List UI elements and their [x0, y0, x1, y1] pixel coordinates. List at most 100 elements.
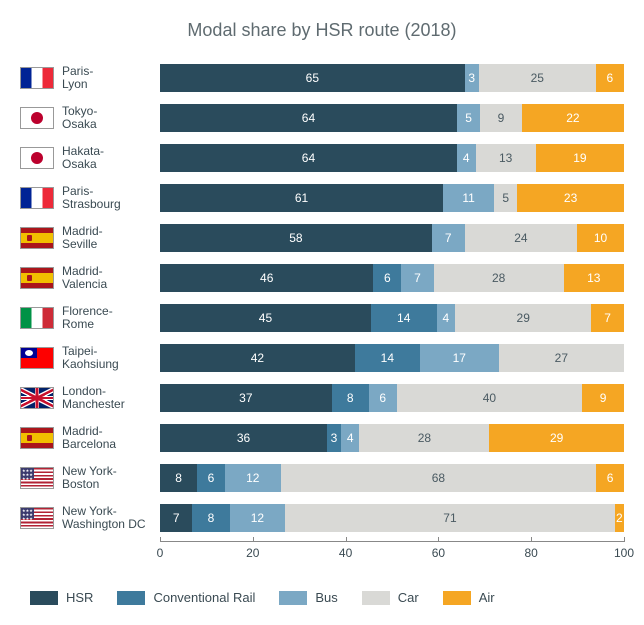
x-axis: 020406080100 — [160, 541, 624, 572]
bar-segment-car: 9 — [480, 104, 522, 132]
route-name: Madrid- Seville — [62, 225, 103, 251]
bar-segment-car: 71 — [285, 504, 614, 532]
flag-icon — [20, 347, 54, 369]
bar-segment-bus: 3 — [465, 64, 479, 92]
bar-segment-air: 23 — [517, 184, 624, 212]
legend-item-bus: Bus — [279, 590, 337, 605]
axis-tick-label: 40 — [339, 546, 352, 560]
flag-icon — [20, 107, 54, 129]
bar-segment-bus: 6 — [369, 384, 397, 412]
flag-icon — [20, 187, 54, 209]
bar-segment-air: 6 — [596, 64, 624, 92]
bar-segment-air: 2 — [615, 504, 624, 532]
row-label: Hakata- Osaka — [20, 145, 160, 171]
bar-segment-car: 13 — [476, 144, 536, 172]
bar-segment-air: 13 — [564, 264, 624, 292]
axis-tick-label: 20 — [246, 546, 259, 560]
chart-row: Madrid- Seville5872410 — [20, 221, 624, 255]
row-label: New York- Boston — [20, 465, 160, 491]
route-name: Paris- Lyon — [62, 65, 93, 91]
flag-icon — [20, 267, 54, 289]
legend-item-air: Air — [443, 590, 495, 605]
legend-label: HSR — [66, 590, 93, 605]
bar-segment-hsr: 64 — [160, 144, 457, 172]
chart-row: London- Manchester 3786409 — [20, 381, 624, 415]
bar-segment-air: 6 — [596, 464, 624, 492]
flag-icon — [20, 227, 54, 249]
bar-segment-bus: 17 — [420, 344, 499, 372]
legend: HSR Conventional Rail Bus Car Air — [30, 590, 624, 605]
bar-segment-car: 25 — [479, 64, 596, 92]
bar-segment-car: 24 — [465, 224, 577, 252]
bar-track: 36342829 — [160, 424, 624, 452]
chart-row: Tokyo- Osaka645922 — [20, 101, 624, 135]
axis-tick — [160, 537, 161, 542]
chart-row: Paris- Lyon 653256 — [20, 61, 624, 95]
bar-segment-hsr: 45 — [160, 304, 371, 332]
legend-label: Conventional Rail — [153, 590, 255, 605]
bar-segment-hsr: 8 — [160, 464, 197, 492]
bar-segment-air: 22 — [522, 104, 624, 132]
row-label: Florence- Rome — [20, 305, 160, 331]
chart-title: Modal share by HSR route (2018) — [20, 20, 624, 41]
bar-segment-hsr: 36 — [160, 424, 327, 452]
axis-tick-label: 100 — [614, 546, 634, 560]
row-label: Madrid- Seville — [20, 225, 160, 251]
route-name: Taipei- Kaohsiung — [62, 345, 119, 371]
bar-segment-air: 7 — [591, 304, 624, 332]
axis-tick — [624, 537, 625, 542]
legend-label: Bus — [315, 590, 337, 605]
bar-segment-car: 5 — [494, 184, 517, 212]
route-name: Madrid- Barcelona — [62, 425, 116, 451]
route-name: London- Manchester — [62, 385, 125, 411]
chart-row: Florence- Rome 45144297 — [20, 301, 624, 335]
bar-segment-car: 28 — [359, 424, 489, 452]
bar-track: 6441319 — [160, 144, 624, 172]
bar-segment-hsr: 7 — [160, 504, 192, 532]
bar-segment-conventional: 8 — [192, 504, 229, 532]
chart-row: Hakata- Osaka 6441319 — [20, 141, 624, 175]
bar-segment-car: 40 — [397, 384, 583, 412]
bar-segment-bus: 11 — [443, 184, 494, 212]
flag-icon — [20, 427, 54, 449]
chart-area: Paris- Lyon653256Tokyo- Osaka645922Hakat… — [20, 61, 624, 572]
row-label: Paris- Lyon — [20, 65, 160, 91]
bar-segment-conventional: 6 — [373, 264, 401, 292]
bar-segment-conventional: 14 — [371, 304, 437, 332]
chart-row: Madrid- Valencia46672813 — [20, 261, 624, 295]
chart-row: Taipei- Kaohsiung 42141727 — [20, 341, 624, 375]
legend-label: Car — [398, 590, 419, 605]
bar-track: 45144297 — [160, 304, 624, 332]
bar-segment-conventional: 3 — [327, 424, 341, 452]
bar-segment-conventional: 6 — [197, 464, 225, 492]
bar-segment-car: 29 — [455, 304, 591, 332]
bar-segment-bus: 4 — [457, 144, 476, 172]
route-name: Hakata- Osaka — [62, 145, 104, 171]
bar-segment-hsr: 58 — [160, 224, 432, 252]
legend-item-car: Car — [362, 590, 419, 605]
route-name: Florence- Rome — [62, 305, 113, 331]
axis-tick-label: 60 — [432, 546, 445, 560]
bar-track: 3786409 — [160, 384, 624, 412]
bar-track: 7812712 — [160, 504, 624, 532]
bar-segment-bus: 12 — [230, 504, 286, 532]
chart-row: New York- Boston8612686 — [20, 461, 624, 495]
legend-item-conventional: Conventional Rail — [117, 590, 255, 605]
flag-icon — [20, 307, 54, 329]
chart-row: Madrid- Barcelona 36342829 — [20, 421, 624, 455]
bar-track: 645922 — [160, 104, 624, 132]
flag-icon — [20, 67, 54, 89]
row-label: Madrid- Valencia — [20, 265, 160, 291]
row-label: New York- Washington DC — [20, 505, 160, 531]
bar-track: 653256 — [160, 64, 624, 92]
bar-track: 6111523 — [160, 184, 624, 212]
bar-segment-air: 10 — [577, 224, 624, 252]
bar-segment-air: 9 — [582, 384, 624, 412]
bar-segment-bus: 12 — [225, 464, 281, 492]
chart-row: New York- Washington DC7812712 — [20, 501, 624, 535]
flag-icon — [20, 467, 54, 489]
bar-track: 42141727 — [160, 344, 624, 372]
bar-segment-hsr: 65 — [160, 64, 465, 92]
bar-segment-air: 19 — [536, 144, 624, 172]
bar-segment-air: 29 — [489, 424, 624, 452]
